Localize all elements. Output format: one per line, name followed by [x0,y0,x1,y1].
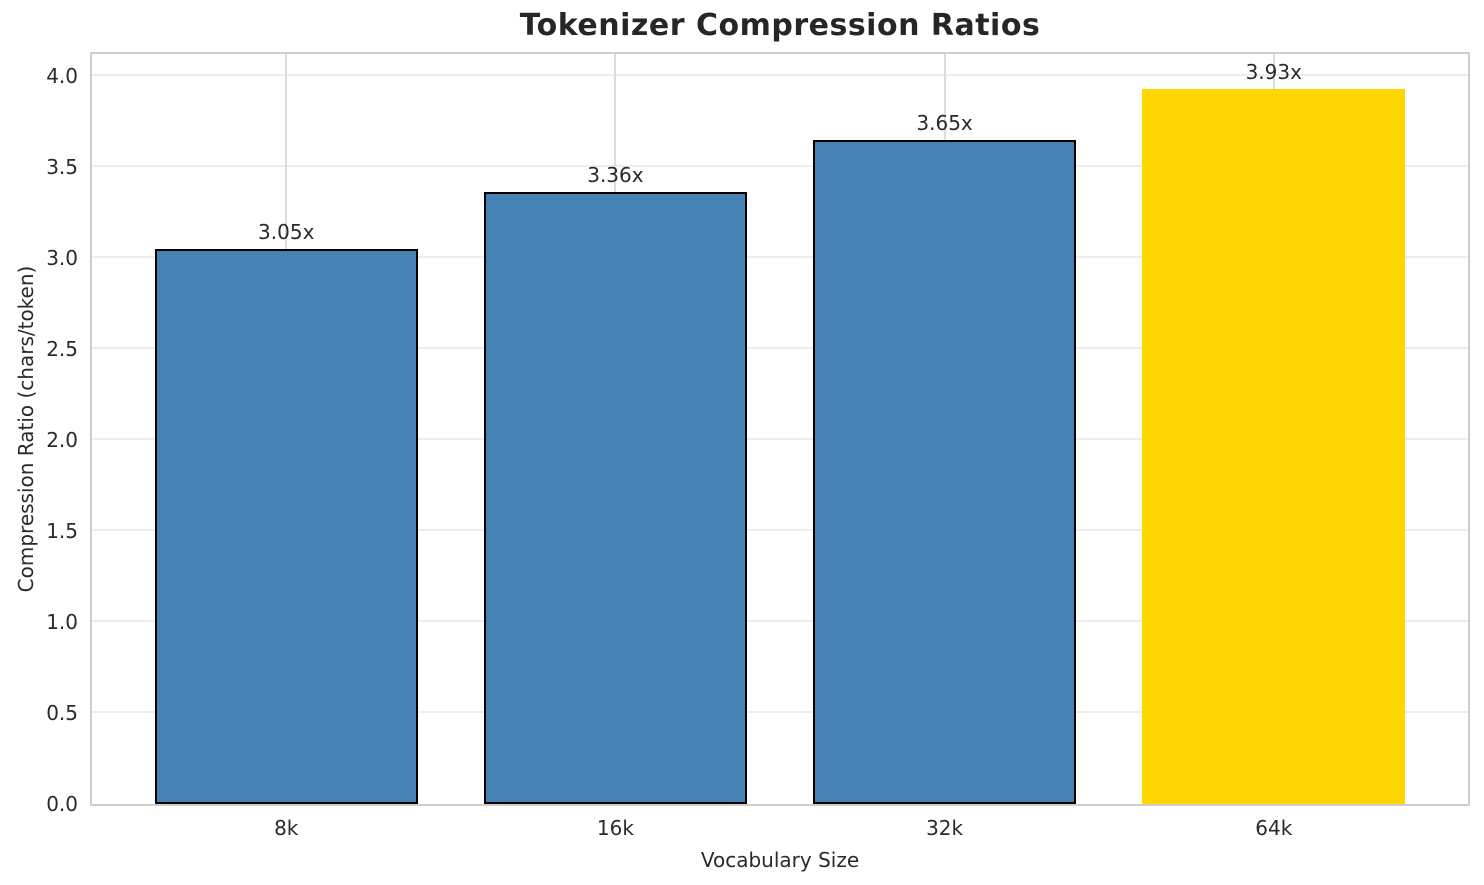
x-tick-label-32k: 32k [926,816,964,840]
y-tick-label-3.5: 3.5 [46,154,78,179]
x-tick-label-16k: 16k [596,816,634,840]
y-tick-label-4.0: 4.0 [46,63,78,88]
y-tick-label-0.0: 0.0 [46,792,78,816]
bar-32k [812,139,1077,804]
y-tick-label-0.5: 0.5 [46,700,78,725]
horizontal-gridline [92,711,1468,713]
plot-area: 3.05x 3.36x 3.65x 3.93x [90,52,1470,806]
horizontal-gridline [92,529,1468,531]
y-axis-title: Compression Ratio (chars/token) [14,265,38,593]
horizontal-gridline [92,165,1468,167]
x-tick-label-8k: 8k [274,816,299,840]
y-tick-label-2.5: 2.5 [46,336,78,361]
y-tick-label-2.0: 2.0 [46,427,78,452]
x-axis-title: Vocabulary Size [700,848,860,872]
horizontal-gridline [92,438,1468,440]
plot-inner: 3.05x 3.36x 3.65x 3.93x [92,54,1468,804]
x-tick-label-64k: 64k [1255,816,1293,840]
horizontal-gridline [92,347,1468,349]
bar-value-label-16k: 3.36x [587,163,644,188]
bar-64k [1142,88,1406,804]
bar-value-label-32k: 3.65x [916,110,973,135]
horizontal-gridline [92,74,1468,76]
y-tick-label-3.0: 3.0 [46,245,78,270]
horizontal-gridline [92,620,1468,622]
bar-16k [483,192,748,804]
y-tick-label-1.0: 1.0 [46,609,78,634]
bar-value-label-8k: 3.05x [258,219,315,244]
bar-value-label-64k: 3.93x [1245,59,1302,84]
bar-8k [154,248,418,804]
chart-title: Tokenizer Compression Ratios [519,8,1041,43]
y-tick-label-1.5: 1.5 [46,518,78,543]
horizontal-gridline [92,256,1468,258]
